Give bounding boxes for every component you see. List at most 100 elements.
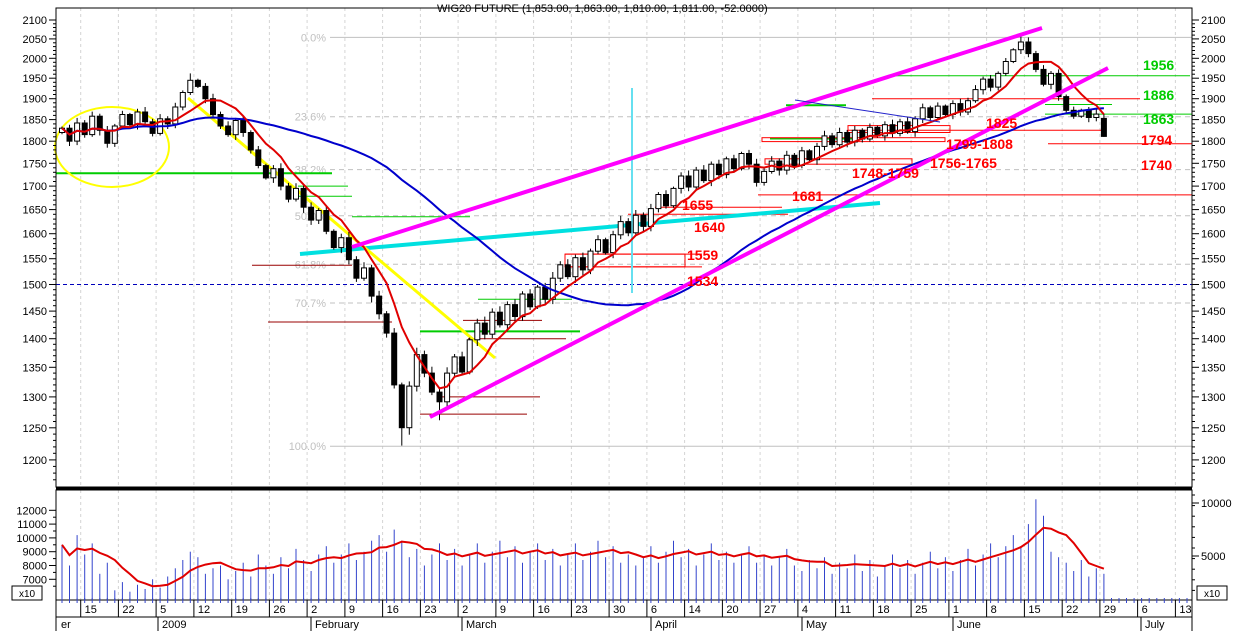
candle-body	[1093, 113, 1100, 118]
x10-multiplier-right: x10	[1204, 589, 1221, 600]
week-label: 16	[538, 604, 550, 616]
candle-body	[126, 114, 133, 126]
price-axis-label: 1600	[1201, 229, 1225, 241]
candle-body	[1017, 41, 1024, 51]
candle-body	[1100, 117, 1107, 137]
price-label-1534: 1534	[687, 273, 718, 289]
candle-body	[247, 132, 254, 151]
candle-body	[368, 267, 375, 297]
candle-body	[330, 230, 337, 249]
candle-body	[1040, 68, 1047, 85]
week-label: 23	[575, 604, 587, 616]
candle-body	[912, 118, 919, 133]
price-axis-label: 1800	[1201, 136, 1225, 148]
candle-body	[96, 115, 103, 131]
price-axis-label: 1500	[1201, 279, 1225, 291]
candle-body	[791, 154, 798, 167]
week-label: 22	[122, 604, 134, 616]
yellow-ellipse-annotation	[54, 106, 170, 188]
candle-body	[1025, 41, 1032, 55]
month-label: May	[806, 619, 827, 631]
candle-body	[512, 304, 518, 318]
price-pane-frame	[55, 7, 1193, 488]
sr-zone-rect	[764, 158, 913, 165]
week-label: 25	[915, 604, 927, 616]
candle-body	[602, 239, 609, 254]
candle-body	[919, 107, 926, 120]
candle-body	[285, 185, 292, 200]
price-axis-label: 1900	[1201, 94, 1225, 106]
price-axis-label: 1700	[23, 181, 47, 193]
price-axis-label: 1800	[23, 136, 47, 148]
candle-body	[534, 286, 541, 308]
candle-body	[647, 208, 654, 227]
candle-body	[300, 187, 307, 208]
price-axis-label: 1650	[1201, 205, 1225, 217]
week-label: 15	[1028, 604, 1040, 616]
candle-body	[308, 206, 315, 221]
week-label: 5	[160, 604, 166, 616]
candle-body	[1063, 96, 1070, 111]
price-label-1886: 1886	[1143, 87, 1174, 103]
price-label-1559: 1559	[687, 247, 718, 263]
candle-body	[1010, 49, 1017, 62]
candle-body	[927, 107, 934, 119]
price-axis-label: 1850	[23, 115, 47, 127]
week-label: 11	[840, 604, 851, 616]
price-label-1863: 1863	[1143, 111, 1174, 127]
volume-pane-frame	[55, 489, 1193, 601]
candle-body	[776, 160, 783, 171]
price-axis-label: 1950	[23, 73, 47, 85]
candle-body	[474, 322, 481, 341]
candle-body	[866, 126, 873, 140]
price-axis-label: 1700	[1201, 181, 1225, 193]
candle-body	[338, 237, 345, 249]
candle-body	[504, 304, 511, 326]
candle-body	[527, 293, 534, 308]
candle-body	[942, 105, 949, 115]
candle-body	[519, 293, 526, 318]
week-label: 9	[500, 604, 506, 616]
price-axis-label: 1200	[1201, 455, 1225, 467]
candle-body	[693, 169, 700, 188]
price-axis-label: 1850	[1201, 115, 1225, 127]
blue-trendline	[794, 99, 941, 123]
candle-body	[542, 286, 549, 300]
candle-body	[723, 158, 730, 176]
volume-axis-label: 7000	[23, 574, 47, 586]
candle-body	[323, 210, 330, 232]
price-axis-label: 2000	[1201, 53, 1225, 65]
volume-axis-label: 11000	[17, 519, 47, 531]
candle-body	[640, 214, 647, 227]
candle-body	[361, 267, 367, 279]
price-axis-label: 1650	[23, 205, 47, 217]
candle-body	[806, 150, 813, 161]
candle-body	[111, 125, 118, 144]
candle-body	[315, 210, 322, 221]
candle-body	[685, 175, 692, 188]
month-label: February	[315, 619, 360, 631]
candle-body	[746, 153, 752, 165]
candle-body	[557, 264, 564, 279]
fast-ma-line	[61, 60, 1105, 390]
week-label: 16	[387, 604, 399, 616]
candle-body	[345, 237, 352, 261]
price-axis-label: 1400	[1201, 334, 1225, 346]
price-label-1640: 1640	[694, 219, 725, 235]
candle-body	[897, 121, 903, 134]
candle-body	[980, 78, 987, 91]
candle-body	[436, 391, 443, 403]
volume-axis-label: 5000	[1201, 551, 1225, 563]
candlestick-series	[59, 35, 1107, 446]
candle-body	[398, 384, 405, 429]
price-label-1799-1808: 1799-1808	[946, 136, 1013, 152]
candle-body	[481, 322, 488, 335]
candle-body	[194, 79, 201, 87]
x10-multiplier-box-left	[11, 585, 43, 601]
candle-body	[376, 295, 383, 315]
x10-multiplier-box-right	[1196, 585, 1228, 601]
candle-body	[965, 100, 971, 113]
price-label-1956: 1956	[1143, 57, 1174, 73]
